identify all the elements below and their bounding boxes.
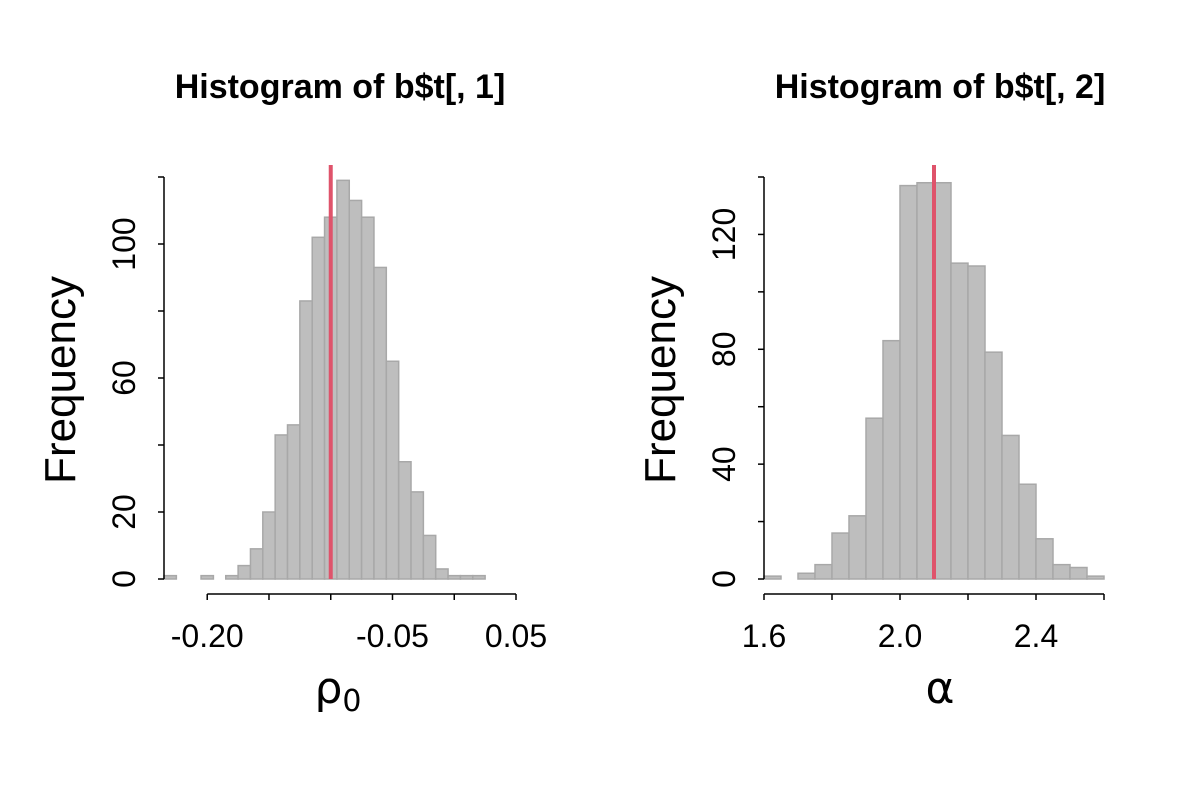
histogram-bar <box>397 461 412 580</box>
histogram-bar <box>348 199 363 580</box>
histogram-bar <box>797 572 816 580</box>
x-axis-2: 1.6 2.0 2.4 <box>742 593 1105 654</box>
bars-2 <box>763 181 1105 580</box>
y-tick-label: 80 <box>706 331 742 367</box>
histogram-bar <box>447 574 462 580</box>
histogram-bar <box>422 534 437 580</box>
histogram-bar <box>899 184 918 580</box>
histogram-bar <box>360 216 375 580</box>
x-axis-label-2: α <box>925 663 954 714</box>
histogram-bar <box>237 564 252 580</box>
histogram-bar <box>200 574 215 580</box>
y-tick-label: 120 <box>706 208 742 261</box>
x-axis-label-1-base: ρ <box>314 663 342 714</box>
histogram-bar <box>763 575 782 580</box>
histogram-bar <box>967 265 986 580</box>
histogram-bar <box>286 424 301 580</box>
y-axis-label-1: Frequency <box>36 276 85 484</box>
histogram-panel-2: Histogram of b$t[, 2] Frequency α 0 40 80 1… <box>636 68 1105 714</box>
histogram-bar <box>336 179 351 580</box>
histogram-bar <box>984 351 1003 580</box>
y-tick-label: 0 <box>106 570 142 588</box>
histogram-bar <box>311 236 326 580</box>
histogram-bar <box>1018 483 1037 580</box>
x-tick-label: 1.6 <box>742 618 786 654</box>
histogram-bar <box>933 181 952 580</box>
histogram-bar <box>385 360 400 580</box>
x-tick-label: 0.05 <box>485 618 547 654</box>
histogram-bar <box>814 563 833 580</box>
x-axis-1: -0.20 -0.05 0.05 <box>171 593 547 654</box>
histogram-bar <box>1052 563 1071 580</box>
chart-title-1: Histogram of b$t[, 1] <box>175 68 506 106</box>
histogram-bar <box>831 532 850 580</box>
x-axis-label-1: ρ0 <box>314 663 361 719</box>
y-axis-1: 0 20 60 100 <box>106 176 165 588</box>
histogram-bar <box>410 491 425 580</box>
y-tick-label: 100 <box>106 217 142 270</box>
x-tick-label: 2.0 <box>878 618 922 654</box>
histogram-bar <box>434 568 449 580</box>
y-tick-label: 20 <box>106 494 142 530</box>
x-tick-label: -0.20 <box>171 618 244 654</box>
y-tick-label: 60 <box>106 360 142 396</box>
histogram-bar <box>472 574 486 580</box>
histogram-bar <box>950 262 969 580</box>
x-tick-label: 2.4 <box>1014 618 1058 654</box>
histogram-bar <box>373 266 388 580</box>
histogram-bar <box>1069 566 1088 580</box>
histogram-bar <box>459 574 474 580</box>
y-axis-2: 0 40 80 120 <box>706 176 765 588</box>
histogram-bar <box>916 181 935 580</box>
histogram-bar <box>163 574 178 580</box>
y-tick-label: 40 <box>706 446 742 482</box>
histogram-bar <box>225 574 239 580</box>
histogram-bar <box>848 515 867 580</box>
histogram-bar <box>865 417 884 580</box>
x-tick-label: -0.05 <box>356 618 429 654</box>
histogram-bar <box>1086 575 1105 580</box>
histogram-bar <box>299 300 313 580</box>
histogram-bar <box>1035 538 1054 580</box>
histogram-bar <box>274 434 289 580</box>
y-tick-label: 0 <box>706 570 742 588</box>
bars-1 <box>163 179 486 580</box>
histogram-bar <box>882 339 901 580</box>
histogram-bar <box>262 511 276 580</box>
histogram-bar <box>1001 434 1020 580</box>
histogram-bar <box>249 548 264 580</box>
chart-title-2: Histogram of b$t[, 2] <box>775 68 1106 106</box>
x-axis-label-1-subscript: 0 <box>342 684 361 719</box>
histogram-panel-1: Histogram of b$t[, 1] Frequency ρ0 02060… <box>36 68 547 719</box>
y-axis-label-2: Frequency <box>636 276 685 484</box>
